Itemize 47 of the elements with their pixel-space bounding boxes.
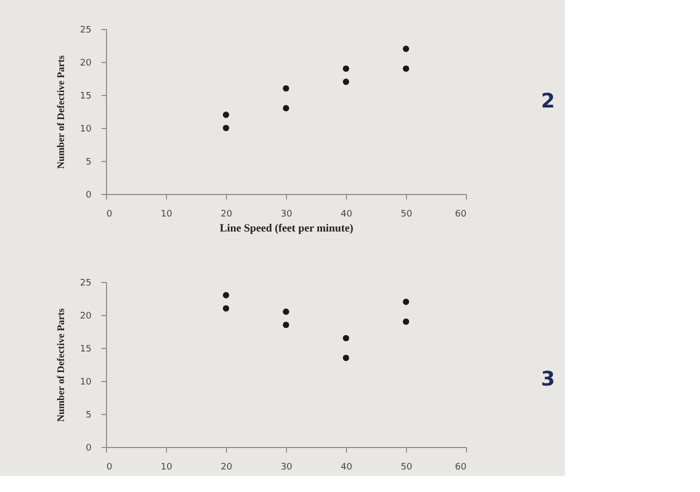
y-tick-label: 5 xyxy=(86,410,92,420)
x-tick-label: 60 xyxy=(455,210,467,220)
point xyxy=(402,298,410,305)
y-tick-label: 25 xyxy=(80,278,92,288)
y-tick-label: 15 xyxy=(80,92,92,102)
y-tick-label: 20 xyxy=(80,58,92,68)
x-tick-label: 10 xyxy=(160,210,172,220)
point xyxy=(222,124,230,132)
x-tick-label: 40 xyxy=(340,462,352,472)
x-axis-title: Line Speed (feet per minute) xyxy=(220,222,354,234)
point xyxy=(402,65,410,72)
y-tick-label: 10 xyxy=(80,124,92,134)
point xyxy=(282,85,290,92)
text: 2 xyxy=(541,88,555,112)
point xyxy=(282,105,290,112)
x-tick-label: 30 xyxy=(280,210,292,220)
point xyxy=(222,305,230,312)
x-tick-label: 0 xyxy=(106,462,112,472)
y-axis-title: Number of Defective Parts xyxy=(56,55,68,169)
y-tick-label: 20 xyxy=(80,312,92,322)
y-tick-label: 15 xyxy=(80,344,92,354)
point xyxy=(222,112,230,118)
point xyxy=(342,65,350,72)
point xyxy=(342,78,350,85)
point xyxy=(282,322,290,328)
y-tick-label: 10 xyxy=(80,378,92,388)
y-tick-label: 0 xyxy=(86,190,92,200)
y-axis-title: Number of Defective Parts xyxy=(56,308,68,422)
text: 3 xyxy=(541,366,555,390)
x-tick-label: 40 xyxy=(340,210,352,220)
y-tick-label: 0 xyxy=(86,444,92,454)
x-tick-label: 10 xyxy=(160,462,172,472)
point xyxy=(282,308,290,315)
y-tick-label: 25 xyxy=(80,26,92,36)
x-tick-label: 30 xyxy=(280,462,292,472)
x-tick-label: 0 xyxy=(106,210,112,220)
x-tick-label: 60 xyxy=(455,462,467,472)
point xyxy=(402,318,410,325)
point xyxy=(402,46,410,52)
x-tick-label: 50 xyxy=(400,462,412,472)
point xyxy=(342,334,350,342)
x-tick-label: 20 xyxy=(220,462,232,472)
x-tick-label: 50 xyxy=(400,210,412,220)
point xyxy=(342,354,350,362)
y-tick-label: 5 xyxy=(86,158,92,168)
point xyxy=(222,292,230,298)
x-tick-label: 20 xyxy=(220,210,232,220)
